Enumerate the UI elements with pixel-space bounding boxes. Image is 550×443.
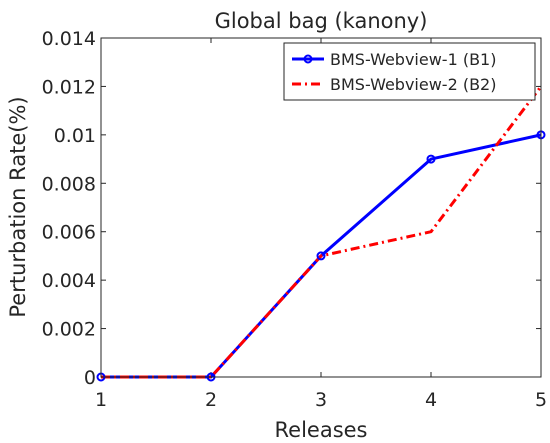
legend-marker-b1 [303, 54, 313, 64]
series-1-point [316, 251, 326, 261]
x-tick-label: 3 [315, 389, 327, 411]
legend: BMS-Webview-1 (B1) BMS-Webview-2 (B2) [283, 42, 536, 101]
legend-label-b1: BMS-Webview-1 (B1) [330, 50, 496, 69]
y-tick-label: 0.002 [42, 319, 96, 341]
y-tick-label: 0.004 [42, 270, 96, 292]
series-1-point [426, 154, 436, 164]
legend-box [283, 42, 536, 101]
legend-label-b2: BMS-Webview-2 (B2) [330, 75, 496, 94]
chart-title: Global bag (kanony) [215, 9, 428, 33]
x-axis-label: Releases [275, 418, 368, 442]
y-tick-label: 0.012 [42, 76, 96, 98]
y-tick-label: 0.006 [42, 222, 96, 244]
x-tick-label: 1 [95, 389, 107, 411]
y-tick-label: 0.01 [54, 125, 96, 147]
x-tick-label: 2 [205, 389, 217, 411]
x-tick-label: 5 [535, 389, 547, 411]
plot-frame [100, 37, 542, 378]
y-tick-label: 0.014 [42, 28, 96, 50]
y-axis-label: Perturbation Rate(%) [6, 96, 30, 317]
series-layer [96, 85, 546, 382]
x-tick-label: 4 [425, 389, 437, 411]
y-tick-label: 0 [84, 367, 96, 389]
series-line-2 [101, 85, 543, 379]
axis-ticks: 0 0.002 0.004 0.006 0.008 0.01 0.012 0.014 1 2 3 4 5 [42, 28, 547, 411]
y-tick-label: 0.008 [42, 173, 96, 195]
